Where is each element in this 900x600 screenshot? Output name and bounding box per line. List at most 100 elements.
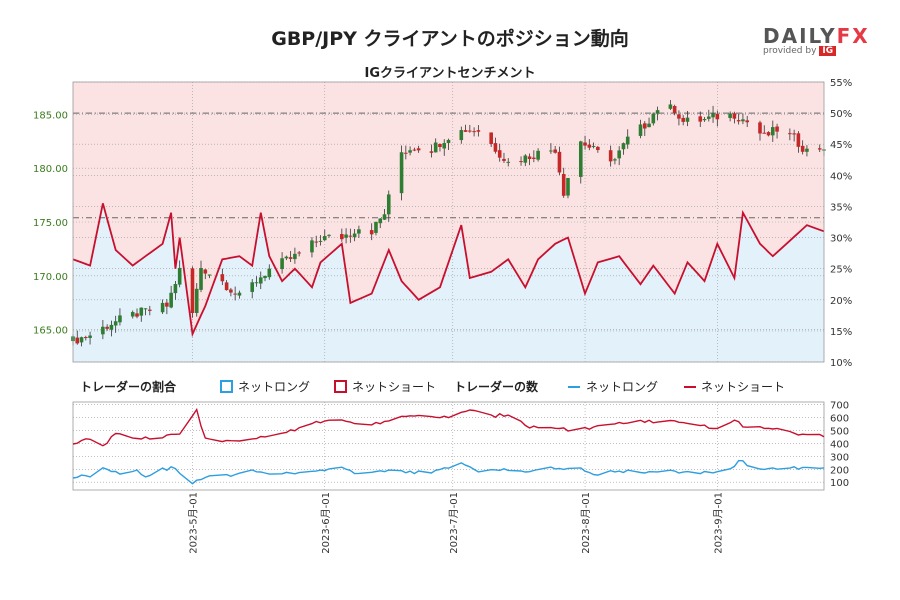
candle-body — [165, 302, 169, 307]
candle-body — [715, 113, 720, 120]
x-tick-label: 2023-6月-01 — [320, 492, 332, 554]
candle-body — [523, 155, 528, 163]
candle-body — [399, 152, 404, 194]
candle-body — [817, 148, 822, 150]
candle-body — [758, 122, 762, 134]
candle-body — [506, 161, 511, 163]
candle-body — [118, 315, 122, 323]
candle-body — [378, 218, 383, 224]
y-tick-pct: 50% — [830, 109, 852, 120]
legend-short-swatch — [334, 380, 347, 393]
candle-body — [745, 120, 749, 123]
legend-ratio-title: トレーダーの割合 — [80, 379, 177, 394]
y-tick-pct: 20% — [830, 296, 852, 307]
candle-body — [88, 335, 92, 338]
candle-body — [84, 337, 88, 339]
candle-body — [233, 293, 237, 295]
candle-body — [800, 145, 805, 152]
candle-body — [113, 321, 118, 326]
y-tick-count: 500 — [830, 426, 849, 437]
candle-body — [357, 229, 361, 234]
candle-body — [728, 113, 732, 118]
candle-body — [169, 292, 173, 308]
candle-body — [805, 148, 809, 152]
candle-body — [711, 113, 715, 118]
candle-body — [194, 288, 199, 313]
y-tick-pct: 15% — [830, 327, 852, 338]
upper-panel-frame — [72, 81, 825, 363]
candle-body — [557, 151, 562, 173]
candle-body — [770, 127, 775, 136]
candle-body — [792, 133, 796, 135]
candle-body — [258, 277, 263, 284]
candle-body — [280, 258, 284, 270]
candle-body — [621, 143, 626, 150]
candle-body — [702, 118, 707, 121]
candle-body — [160, 302, 165, 313]
candle-body — [386, 194, 391, 215]
candle-body — [472, 131, 476, 133]
net-short-count-line — [72, 407, 825, 447]
y-tick-price: 165.00 — [33, 326, 68, 337]
y-tick-pct: 30% — [830, 234, 852, 245]
candle-body — [459, 130, 464, 141]
candle-body — [352, 233, 357, 238]
candle-body — [583, 142, 587, 146]
candle-body — [263, 275, 267, 279]
candle-body — [493, 143, 498, 152]
candle-body — [489, 132, 493, 144]
logo-word-main: DAILY — [763, 24, 837, 48]
candle-body — [318, 240, 323, 242]
y-tick-price: 185.00 — [33, 110, 68, 121]
candle-body — [288, 257, 293, 259]
y-tick-price: 180.00 — [33, 164, 68, 175]
candle-body — [229, 289, 233, 293]
candle-body — [348, 235, 353, 237]
candle-body — [446, 139, 451, 144]
candle-body — [310, 240, 314, 253]
candle-body — [476, 130, 481, 132]
candle-body — [267, 268, 272, 278]
legend-ratio-short: ネットショート — [352, 380, 436, 394]
x-tick-label: 2023-7月-01 — [448, 492, 460, 554]
logo-ig-badge: IG — [819, 46, 837, 56]
y-tick-count: 200 — [830, 465, 849, 476]
candle-body — [369, 230, 374, 235]
candle-body — [250, 282, 255, 292]
candle-body — [651, 113, 656, 124]
net-long-pct-line — [72, 203, 825, 338]
candle-body — [596, 146, 600, 151]
y-tick-count: 400 — [830, 439, 849, 450]
legend-long-swatch — [220, 380, 233, 393]
candle-body — [736, 120, 741, 122]
candle-body — [536, 150, 540, 160]
candle-body — [532, 157, 536, 159]
candle-body — [75, 337, 80, 344]
candle-body — [497, 150, 502, 158]
x-tick-label: 2023-8月-01 — [580, 492, 592, 554]
candle-body — [344, 234, 348, 238]
y-tick-pct: 10% — [830, 358, 852, 369]
candle-body — [284, 256, 289, 259]
candle-body — [173, 284, 178, 294]
candle-body — [177, 267, 182, 285]
candle-body — [207, 274, 212, 276]
candle-body — [139, 307, 144, 316]
candle-body — [438, 143, 442, 147]
candle-body — [638, 124, 643, 136]
candle-body — [148, 309, 152, 311]
candle-body — [502, 158, 506, 161]
candle-body — [766, 132, 771, 136]
candle-body — [237, 292, 242, 296]
candle-body — [668, 104, 673, 109]
candle-body — [79, 337, 84, 343]
y-tick-price: 170.00 — [33, 272, 68, 283]
chart-title: GBP/JPY クライアントのポジション動向 — [271, 28, 629, 50]
candle-body — [681, 117, 685, 122]
x-tick-label: 2023-5月-01 — [187, 492, 199, 554]
y-tick-count: 300 — [830, 452, 849, 463]
candle-body — [587, 144, 592, 148]
candle-body — [135, 313, 139, 317]
legend-count-long: ネットロング — [586, 380, 658, 394]
